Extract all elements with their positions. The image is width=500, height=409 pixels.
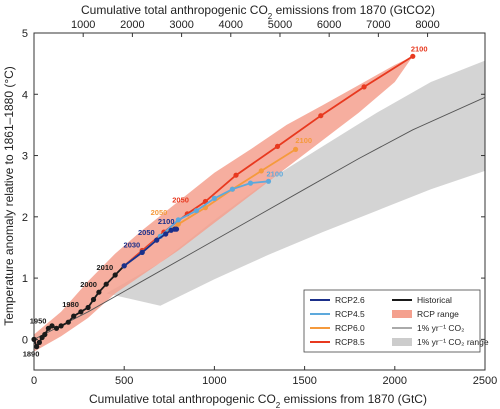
x-tick-label: 2000 (383, 375, 407, 387)
legend-label: Historical (417, 295, 452, 305)
x-tick-label: 1000 (202, 375, 226, 387)
data-point-rcp26 (163, 231, 169, 237)
y-tick-label: 5 (22, 28, 28, 40)
y-tick-label: 0 (22, 334, 28, 346)
series-line-onepct (33, 96, 486, 340)
x-tick-label: 0 (31, 375, 37, 387)
legend-label: RCP2.6 (335, 295, 365, 305)
data-point-rcp45 (175, 217, 181, 223)
data-point-rcp60 (175, 221, 181, 227)
data-point-historical (42, 331, 48, 338)
year-label: 2100 (295, 136, 312, 145)
data-point-historical (96, 289, 102, 295)
data-point-rcp26 (154, 237, 160, 243)
year-label: 2100 (267, 169, 284, 178)
y-tick-label: 1 (22, 273, 28, 285)
data-point-historical (85, 304, 91, 311)
y-tick-label: 4 (22, 89, 28, 101)
data-point-historical (58, 323, 64, 329)
legend-swatch (392, 338, 412, 346)
legend-label: 1% yr⁻¹ CO₂ (417, 323, 464, 333)
data-point-rcp85 (318, 113, 324, 119)
year-label: 1890 (23, 349, 40, 358)
data-point-rcp26 (139, 249, 145, 255)
x2-tick-label: 7000 (366, 19, 390, 31)
year-label: 2050 (138, 228, 155, 237)
year-label: 1950 (30, 316, 47, 325)
data-point-historical (65, 319, 71, 325)
data-point-rcp26 (173, 226, 180, 232)
year-label: 2050 (151, 208, 168, 217)
data-point-historical (90, 296, 97, 303)
series-layer (31, 53, 486, 350)
data-point-rcp45 (193, 208, 199, 214)
data-point-rcp60 (258, 168, 264, 174)
x-axis-title: Cumulative total anthropogenic CO2 emiss… (89, 392, 427, 409)
onepct-range-band (106, 60, 485, 306)
data-point-rcp26 (121, 263, 127, 269)
data-point-historical (103, 281, 109, 287)
data-point-historical (71, 313, 77, 319)
legend-swatch (392, 310, 412, 318)
data-point-rcp85 (274, 143, 281, 149)
legend-label: RCP4.5 (335, 309, 365, 319)
data-point-historical (31, 336, 37, 342)
year-label: 2000 (80, 280, 97, 289)
rcp-range-band (34, 56, 413, 352)
data-point-historical (112, 272, 118, 278)
data-point-rcp45 (211, 195, 217, 201)
data-point-rcp45 (229, 186, 235, 192)
legend-label: RCP8.5 (335, 337, 365, 347)
data-point-rcp45 (247, 180, 254, 186)
year-label: 2030 (124, 240, 141, 249)
legend-label: RCP range (417, 309, 459, 319)
x2-axis-title: Cumulative total anthropogenic CO2 emiss… (81, 3, 435, 21)
y-tick-label: 2 (22, 212, 28, 224)
x2-tick-label: 5000 (268, 19, 292, 31)
data-point-rcp45 (265, 178, 272, 184)
range-layer (34, 56, 485, 352)
data-point-historical (49, 323, 55, 329)
year-label: 2050 (172, 196, 189, 205)
year-label: 2100 (411, 44, 428, 53)
y-axis-title: Temperature anomaly relative to 1861–188… (2, 66, 16, 326)
data-point-historical (53, 325, 60, 331)
x-tick-label: 2500 (473, 375, 497, 387)
x-tick-label: 500 (115, 375, 133, 387)
x2-tick-label: 2000 (120, 19, 144, 31)
x2-tick-label: 8000 (415, 19, 439, 31)
year-label: 1980 (62, 300, 79, 309)
data-point-historical (34, 344, 40, 350)
year-label: 2010 (96, 263, 113, 272)
axes-layer: 0 500 1000 1500 2000 2500 0 1 2 3 4 5 1000 2000 3000 40… (22, 19, 497, 387)
x-tick-label: 1500 (292, 375, 316, 387)
x2-tick-label: 4000 (219, 19, 243, 31)
data-point-rcp85 (233, 172, 239, 178)
x2-tick-label: 6000 (317, 19, 341, 31)
year-label: 2100 (158, 217, 175, 226)
y-tick-label: 3 (22, 151, 28, 163)
x2-tick-label: 1000 (71, 19, 95, 31)
data-point-historical (36, 339, 43, 345)
series-line-rcp85 (123, 55, 414, 267)
year-label-layer: 1890195019802000201020302050210020502050… (23, 44, 428, 358)
legend-label: 1% yr⁻¹ CO₂ range (417, 337, 489, 347)
data-point-rcp60 (293, 146, 299, 152)
x2-tick-label: 3000 (169, 19, 193, 31)
data-point-rcp85 (410, 53, 416, 59)
legend: RCP2.6 RCP4.5 RCP6.0 RCP8.5 Historical RCP ra… (303, 289, 489, 353)
data-point-rcp85 (361, 84, 367, 90)
plot-frame (33, 32, 486, 371)
legend-label: RCP6.0 (335, 323, 365, 333)
data-point-historical (78, 309, 84, 315)
